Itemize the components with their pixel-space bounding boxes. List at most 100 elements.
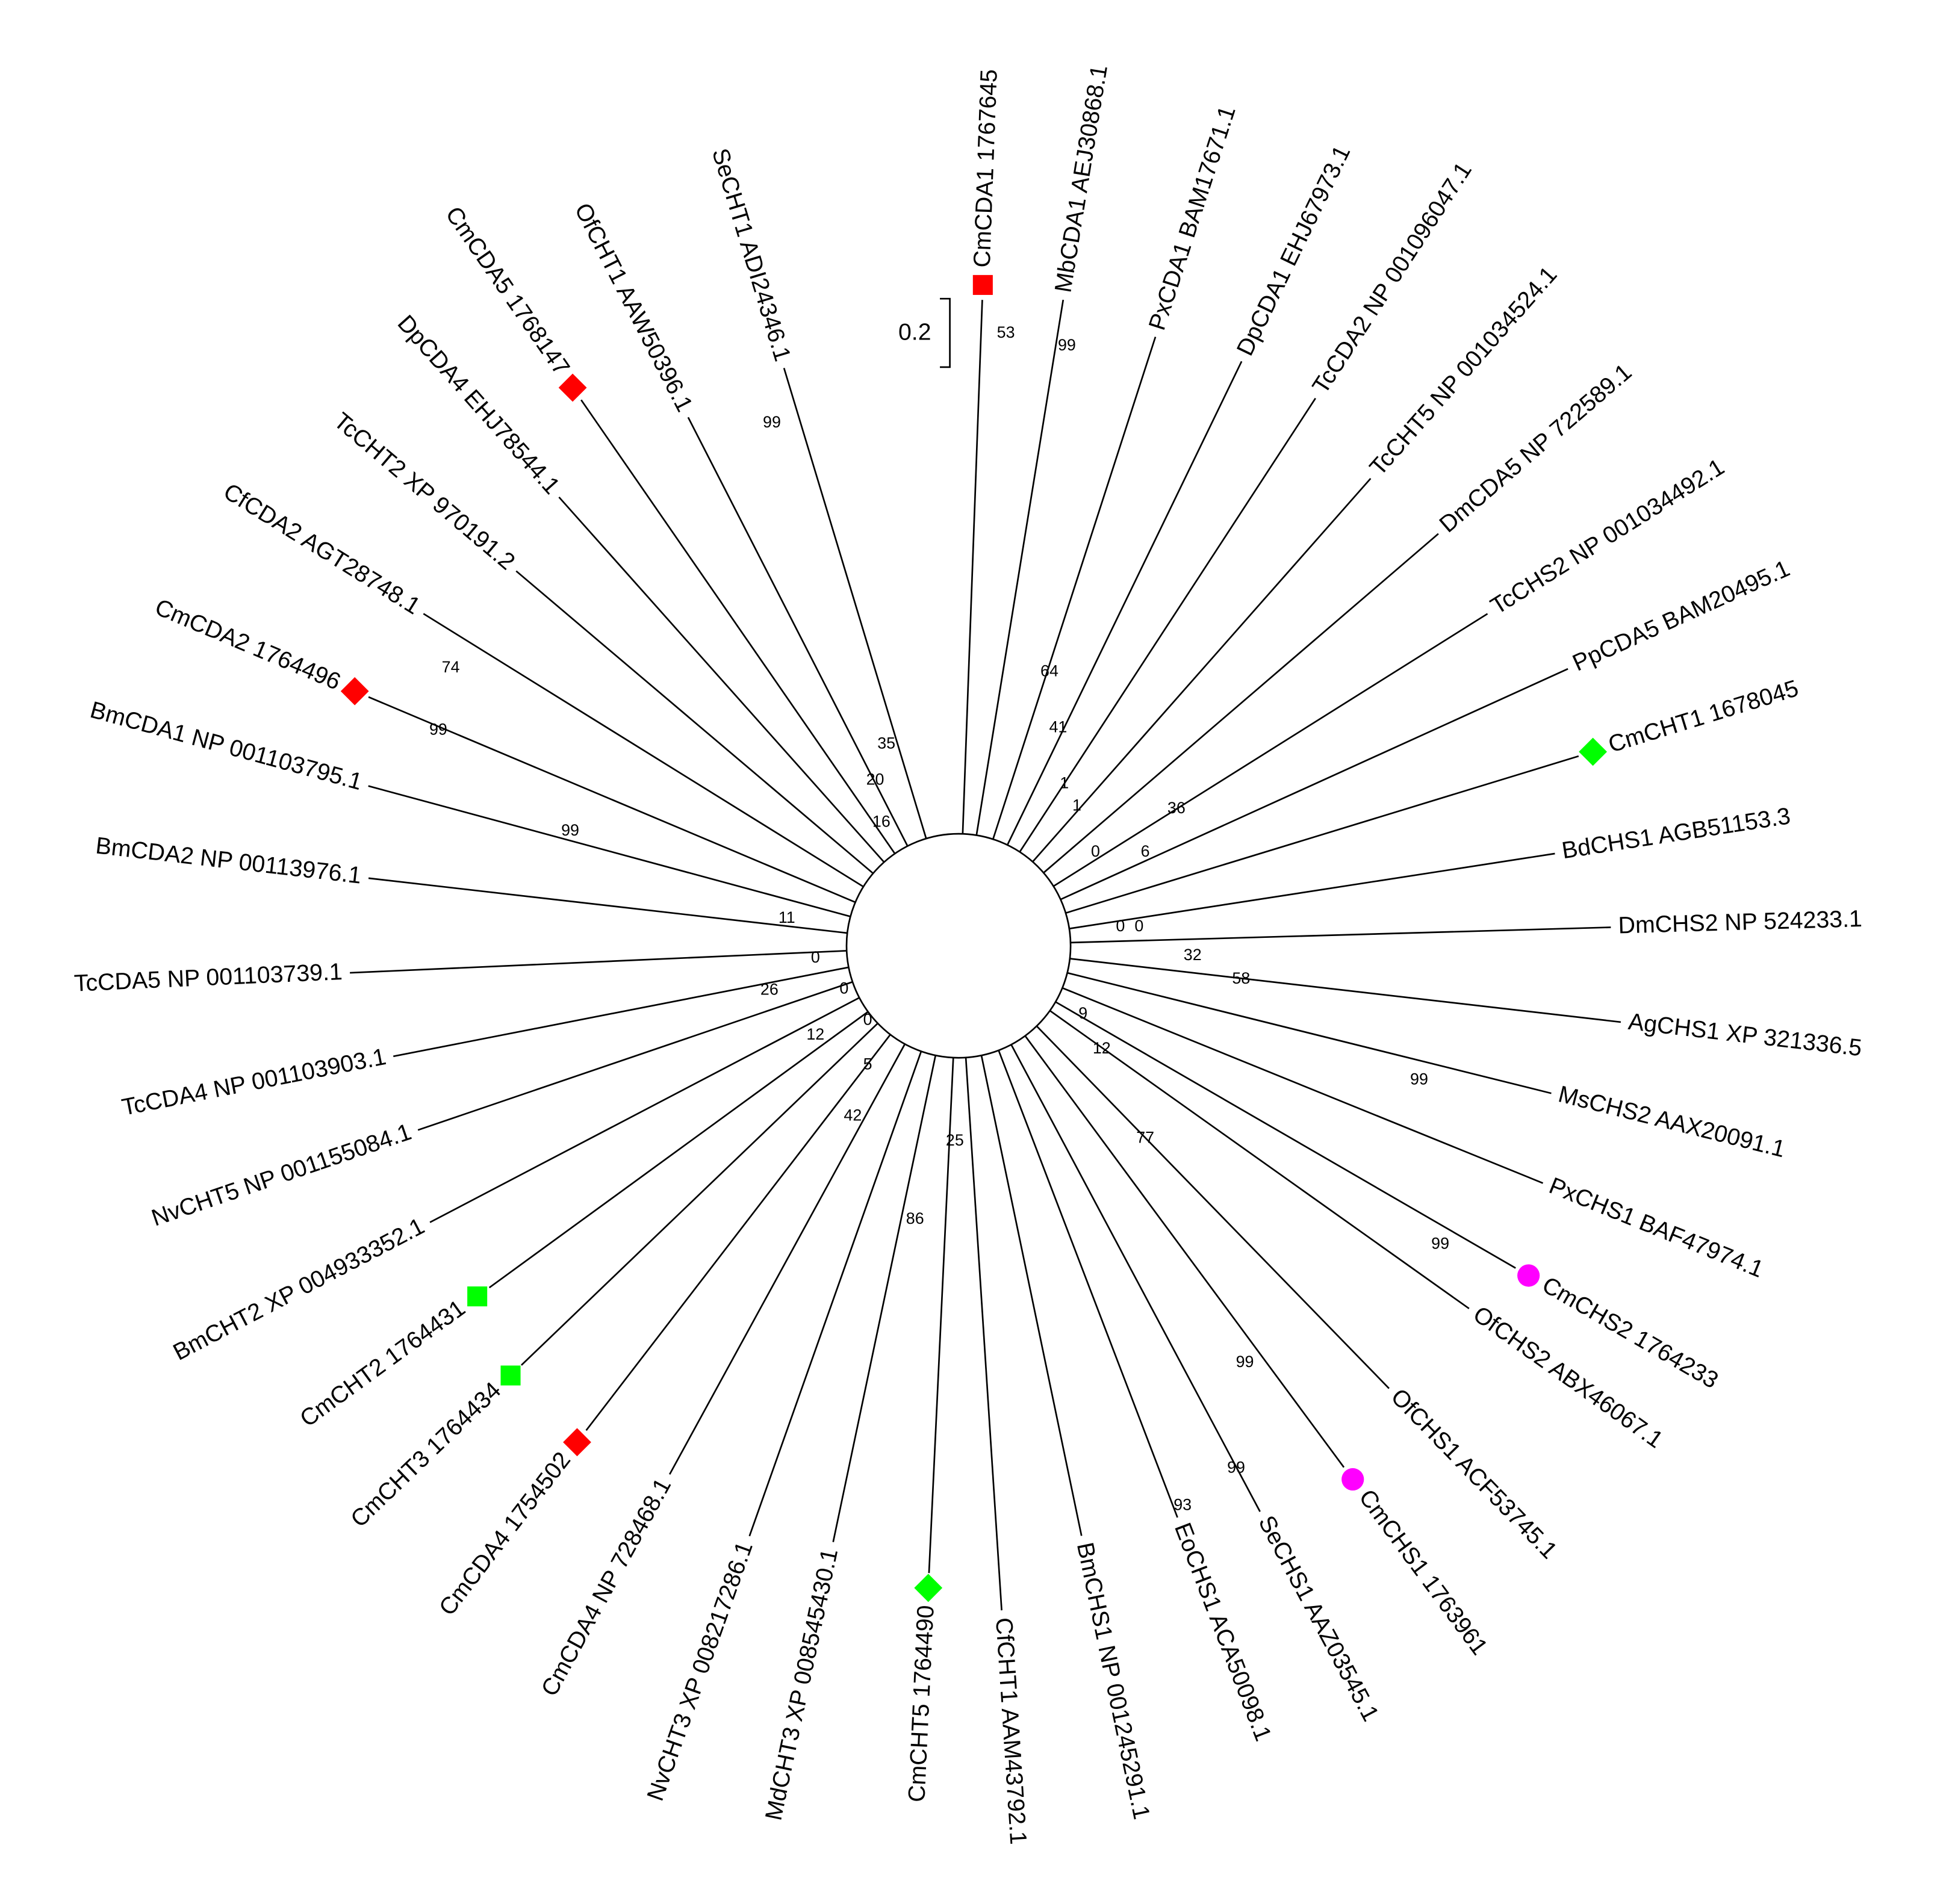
leaf-label: BdCHS1 AGB51153.3 bbox=[1560, 802, 1792, 864]
bootstrap-value: 99 bbox=[1058, 336, 1076, 354]
bootstrap-value: 20 bbox=[866, 770, 884, 788]
branch bbox=[998, 1050, 1178, 1518]
branch bbox=[1055, 1001, 1516, 1269]
leaf-label: MbCDA1 AEJ30868.1 bbox=[1049, 63, 1112, 294]
leaf-marker bbox=[500, 1365, 521, 1386]
leaf-marker bbox=[558, 373, 587, 402]
leaf-label: PpCDA5 BAM20495.1 bbox=[1568, 555, 1794, 677]
bootstrap-value: 12 bbox=[1093, 1039, 1111, 1057]
leaf-label: SeCHS1 AAZ03545.1 bbox=[1253, 1512, 1384, 1726]
leaf-label: CmCDA1 1767645 bbox=[969, 69, 1002, 268]
branch bbox=[1049, 1009, 1470, 1309]
branch bbox=[1036, 1025, 1390, 1389]
branch bbox=[1069, 852, 1555, 930]
branch bbox=[1010, 1044, 1261, 1512]
branch bbox=[368, 696, 856, 904]
bootstrap-value: 99 bbox=[429, 721, 447, 739]
branch bbox=[585, 1034, 891, 1431]
bootstrap-value: 5 bbox=[863, 1055, 872, 1073]
branch bbox=[980, 1055, 1083, 1536]
bootstrap-value: 41 bbox=[1049, 718, 1067, 736]
leaf-label: AgCHS1 XP 321336.5 bbox=[1627, 1008, 1863, 1061]
bootstrap-value: 74 bbox=[442, 658, 460, 676]
bootstrap-value: 9 bbox=[1078, 1004, 1087, 1022]
branch bbox=[1060, 668, 1568, 901]
bootstrap-value: 0 bbox=[863, 1010, 872, 1028]
branch bbox=[558, 496, 885, 863]
bootstrap-value: 25 bbox=[946, 1131, 964, 1149]
bootstrap-value: 0 bbox=[1091, 842, 1100, 860]
bootstrap-value: 77 bbox=[1136, 1129, 1154, 1147]
branch bbox=[521, 1023, 878, 1366]
bootstrap-value: 42 bbox=[844, 1106, 862, 1124]
leaf-label: BmCDA1 NP 001103795.1 bbox=[87, 696, 365, 795]
leaf-label: CmCHT2 1764431 bbox=[295, 1295, 470, 1432]
branch bbox=[1071, 926, 1611, 944]
leaf-label: CfCHT1 AAM43792.1 bbox=[990, 1617, 1031, 1846]
leaf-label: OfCHT1 AAW50396.1 bbox=[570, 199, 698, 416]
leaf-label: CmCHT3 1764434 bbox=[346, 1377, 506, 1532]
branch bbox=[687, 417, 909, 847]
leaf-label: TcCDA5 NP 001103739.1 bbox=[73, 958, 343, 997]
branch bbox=[393, 966, 849, 1058]
leaf-label: PxCDA1 BAM17671.1 bbox=[1143, 103, 1240, 333]
leaf-label: BmCHS1 NP 001245291.1 bbox=[1072, 1540, 1155, 1822]
leaf-label: TcCDA4 NP 001103903.1 bbox=[120, 1043, 388, 1121]
bootstrap-value: 99 bbox=[1410, 1070, 1428, 1088]
leaf-label: CmCDA2 1764496 bbox=[151, 594, 344, 695]
branch bbox=[1065, 755, 1579, 914]
branch bbox=[992, 336, 1157, 840]
bootstrap-value: 64 bbox=[1040, 662, 1058, 680]
branch bbox=[965, 1057, 1002, 1611]
branch bbox=[1067, 972, 1552, 1094]
branch bbox=[1052, 613, 1488, 887]
branch bbox=[783, 368, 927, 839]
bootstrap-value: 1 bbox=[1072, 796, 1081, 814]
bootstrap-value: 36 bbox=[1167, 799, 1186, 817]
leaf-label: TcCHS2 NP 001034492.1 bbox=[1486, 453, 1729, 619]
branch bbox=[1032, 477, 1372, 863]
branch bbox=[488, 1011, 869, 1289]
bootstrap-value: 58 bbox=[1232, 969, 1250, 987]
branch bbox=[429, 997, 860, 1223]
leaf-label: CmCHS1 1763961 bbox=[1354, 1484, 1493, 1660]
bootstrap-value: 86 bbox=[906, 1209, 924, 1227]
branch bbox=[515, 570, 874, 874]
bootstrap-value: 26 bbox=[760, 981, 779, 999]
branch bbox=[832, 1055, 937, 1542]
leaf-marker bbox=[1579, 737, 1607, 766]
root-ring bbox=[845, 833, 1072, 1059]
bootstrap-value: 0 bbox=[1116, 917, 1125, 935]
bootstrap-value: 99 bbox=[1431, 1234, 1449, 1252]
branch bbox=[580, 399, 896, 854]
bootstrap-value: 53 bbox=[997, 323, 1015, 341]
branch bbox=[669, 1043, 906, 1475]
branch bbox=[417, 981, 853, 1131]
leaf-label: MdCHT3 XP 008545430.1 bbox=[760, 1546, 843, 1823]
branch bbox=[748, 1051, 922, 1537]
bootstrap-value: 99 bbox=[561, 821, 579, 839]
branch bbox=[350, 950, 847, 974]
branch bbox=[975, 299, 1065, 836]
leaf-label: CmCHT1 1678045 bbox=[1605, 675, 1801, 758]
leaf-marker bbox=[914, 1574, 943, 1602]
leaf-label: CfCDA2 AGT28748.1 bbox=[219, 478, 425, 619]
leaf-marker bbox=[467, 1286, 488, 1307]
bootstrap-value: 93 bbox=[1173, 1496, 1192, 1514]
bootstrap-value: 0 bbox=[839, 979, 848, 997]
bootstrap-value: 16 bbox=[872, 813, 891, 831]
bootstrap-value: 0 bbox=[1134, 917, 1143, 935]
branch bbox=[1019, 397, 1316, 853]
leaf-label: DpCDA1 EHJ67973.1 bbox=[1231, 141, 1355, 360]
branch bbox=[368, 785, 851, 917]
leaf-marker bbox=[1517, 1264, 1540, 1287]
scale-bar bbox=[940, 297, 951, 368]
leaf-label: CmCDA5 1768147 bbox=[440, 202, 575, 380]
branch bbox=[928, 1057, 954, 1574]
leaf-marker bbox=[340, 677, 369, 705]
bootstrap-value: 99 bbox=[1236, 1353, 1254, 1371]
bootstrap-value: 32 bbox=[1184, 946, 1202, 964]
leaf-marker bbox=[972, 274, 993, 295]
leaf-label: MsCHS2 AAX20091.1 bbox=[1556, 1081, 1788, 1162]
